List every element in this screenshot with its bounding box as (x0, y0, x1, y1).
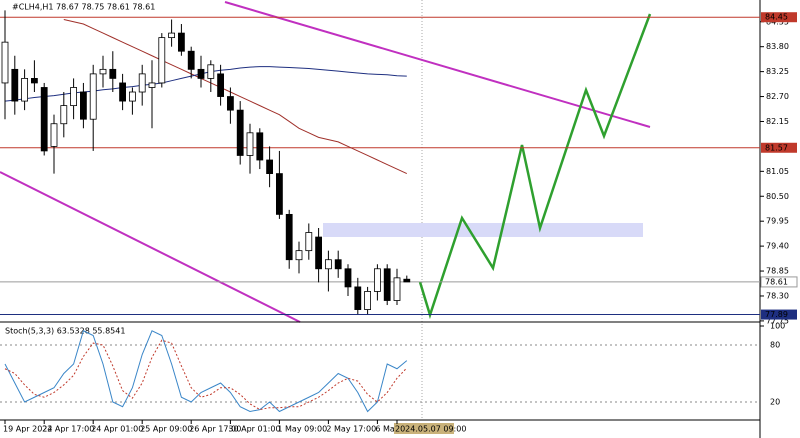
candle-body (21, 78, 29, 102)
candle-body (226, 96, 234, 111)
candle-body (217, 73, 225, 97)
level-label-box (761, 309, 797, 320)
indicator-title: Stoch(5,3,3) 63.5328 55.8541 (5, 327, 125, 336)
candle-body (60, 105, 68, 125)
candle-body (334, 259, 342, 270)
candle-body (177, 32, 185, 52)
candle-body (373, 268, 381, 292)
candle-body (119, 82, 126, 102)
x-tick-label: 6 May (375, 425, 399, 434)
x-tick-label: 22 Apr 17:00 (42, 425, 94, 434)
candle-body (324, 259, 332, 270)
candle-body (197, 68, 205, 79)
stoch-line (4, 339, 408, 411)
candle-body (50, 123, 58, 147)
candle-body (187, 50, 195, 70)
projection-path (418, 13, 652, 320)
candle-body (128, 91, 136, 102)
y-tick-label: 82.15 (766, 117, 789, 126)
y-tick-label: 78.30 (766, 291, 789, 300)
level-label: 84.45 (765, 13, 788, 22)
y-tick-label: 80.50 (766, 192, 789, 201)
level-label-box (760, 276, 798, 288)
level-label-box (761, 142, 797, 153)
zone-box (323, 223, 643, 237)
y-tick-label: 20 (770, 398, 780, 407)
candle-body (266, 159, 274, 174)
candle-body (30, 78, 38, 84)
stoch-line (4, 330, 408, 413)
crosshair-label-box (394, 423, 454, 434)
candle-body (158, 37, 166, 84)
y-tick-label: 79.95 (766, 217, 789, 226)
candle-body (295, 250, 303, 261)
x-tick-label: 25 Apr 09:00 (140, 425, 192, 434)
x-tick-label: 26 Apr 17:00 (189, 425, 241, 434)
candle-body (109, 68, 117, 79)
candle-body (236, 109, 244, 156)
candle-body (383, 268, 391, 301)
candle-body (1, 41, 9, 84)
candle-body (305, 232, 313, 252)
candle-body (315, 236, 323, 270)
candle-body (393, 277, 401, 301)
level-label: 78.61 (765, 277, 788, 286)
y-tick-label: 100 (770, 322, 785, 331)
level-label: 81.57 (765, 143, 788, 152)
x-tick-label: 19 Apr 2024 (3, 425, 52, 434)
candle-body (285, 213, 293, 261)
candle-body (246, 132, 254, 156)
candle-body (207, 64, 215, 79)
y-tick-label: 82.70 (766, 92, 789, 101)
x-tick-label: 2024.05.07 09:00 (395, 425, 466, 434)
x-tick-label: 2 May 17:00 (326, 425, 376, 434)
candle-body (168, 32, 176, 39)
trend-line (224, 1, 651, 128)
candle-body (70, 87, 77, 107)
x-tick-label: 24 Apr 01:00 (91, 425, 143, 434)
level-label: 77.89 (765, 310, 788, 319)
candle-body (11, 68, 19, 102)
moving-average (63, 19, 408, 175)
candle-body (99, 68, 107, 75)
candle-body (364, 291, 372, 310)
candle-body (40, 87, 48, 152)
candle-body (275, 173, 283, 215)
y-tick-label: 78.85 (766, 267, 789, 276)
y-tick-label: 83.80 (766, 42, 789, 51)
chart-title: #CLH4,H1 78.67 78.75 78.61 78.61 (12, 3, 155, 12)
y-tick-label: 80 (770, 341, 780, 350)
x-tick-label: 1 May 09:00 (277, 425, 327, 434)
candle-body (138, 73, 146, 93)
candle-body (148, 82, 156, 88)
y-tick-label: 83.25 (766, 67, 789, 76)
y-tick-label: 79.40 (766, 242, 789, 251)
level-label-box (761, 12, 797, 23)
candle-body (256, 132, 264, 161)
candle-body (344, 268, 352, 288)
candle-body (403, 278, 411, 283)
y-tick-label: 81.05 (766, 167, 789, 176)
trend-line (0, 171, 301, 323)
x-tick-label: 30 Apr 01:00 (228, 425, 280, 434)
candle-body (89, 73, 97, 120)
candle-body (80, 91, 87, 120)
y-tick-label: 77.75 (766, 316, 789, 325)
candle-body (354, 286, 362, 310)
